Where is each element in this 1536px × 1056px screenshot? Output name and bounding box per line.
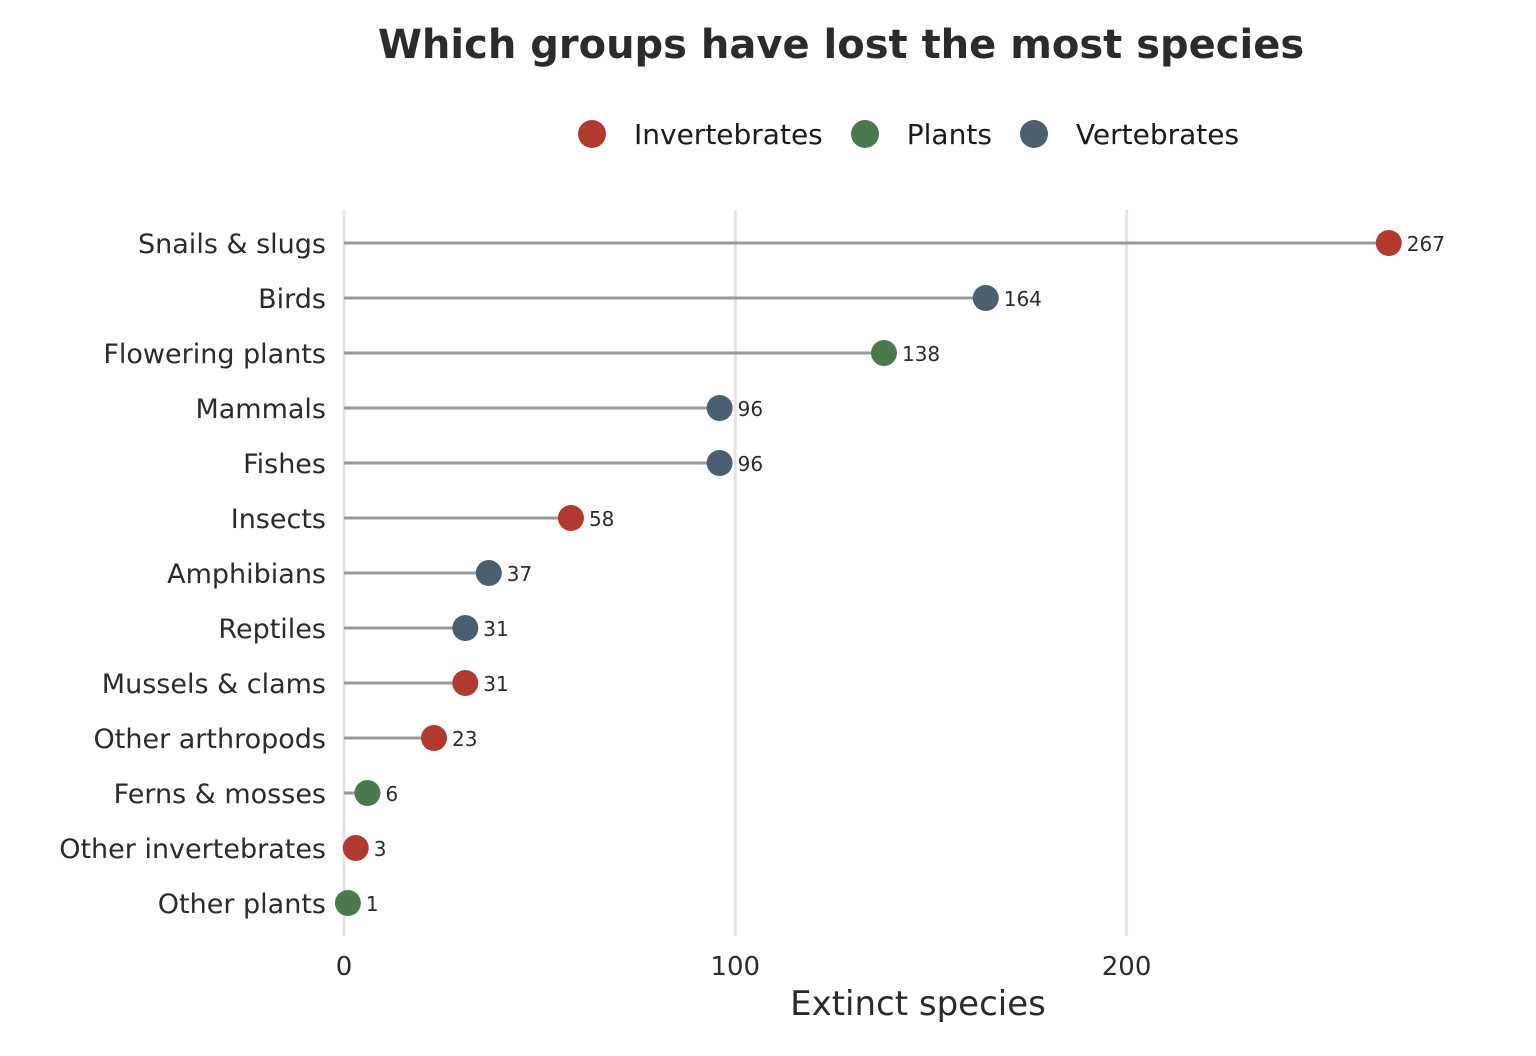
category-label-insects: Insects: [231, 504, 326, 535]
legend-swatch-invertebrates: [578, 120, 606, 148]
legend-item-vertebrates: Vertebrates: [1019, 117, 1240, 151]
value-label-amphibians: 37: [507, 562, 532, 586]
category-label-fishes: Fishes: [243, 449, 326, 480]
value-label-birds: 164: [1004, 287, 1042, 311]
value-label-other-arthropods: 23: [452, 727, 477, 751]
legend-label-plants: Plants: [906, 117, 992, 151]
category-label-reptiles: Reptiles: [218, 614, 326, 645]
category-label-snails-slugs: Snails & slugs: [138, 229, 326, 260]
point-fishes: [706, 450, 733, 476]
legend-swatch-plants: [850, 120, 879, 148]
category-label-other-plants: Other plants: [158, 889, 326, 920]
point-mammals: [706, 395, 733, 421]
point-other-plants: [334, 890, 361, 916]
point-snails-slugs: [1375, 230, 1402, 256]
x-axis-label: Extinct species: [790, 984, 1046, 1024]
point-other-invertebrates: [342, 835, 369, 861]
x-tick-label-200: 200: [1102, 952, 1152, 982]
value-label-flowering-plants: 138: [902, 342, 940, 366]
x-tick-label-100: 100: [710, 952, 760, 982]
chart-title: Which groups have lost the most species: [377, 22, 1305, 68]
point-ferns-mosses: [354, 780, 381, 806]
legend-item-invertebrates: Invertebrates: [578, 118, 823, 151]
value-label-insects: 58: [589, 507, 614, 531]
value-label-fishes: 96: [738, 452, 763, 476]
x-tick-label-0: 0: [336, 952, 353, 982]
category-label-other-invertebrates: Other invertebrates: [59, 834, 326, 865]
chart-legend: Invertebrates Plants Vertebrates: [578, 114, 1267, 154]
legend-swatch-vertebrates: [1019, 120, 1048, 148]
category-label-other-arthropods: Other arthropods: [94, 724, 326, 755]
category-label-mammals: Mammals: [195, 394, 326, 425]
legend-label-invertebrates: Invertebrates: [634, 117, 823, 151]
value-label-mussels-clams: 31: [483, 672, 508, 696]
category-label-mussels-clams: Mussels & clams: [102, 669, 326, 700]
legend-item-plants: Plants: [850, 117, 992, 151]
point-reptiles: [452, 615, 479, 641]
category-label-birds: Birds: [258, 284, 326, 315]
value-label-reptiles: 31: [483, 617, 508, 641]
category-label-amphibians: Amphibians: [167, 559, 326, 590]
value-label-other-plants: 1: [366, 892, 379, 916]
point-insects: [557, 505, 584, 531]
legend-label-vertebrates: Vertebrates: [1075, 117, 1240, 151]
point-mussels-clams: [452, 670, 479, 696]
point-other-arthropods: [420, 725, 447, 751]
value-label-ferns-mosses: 6: [385, 782, 398, 806]
value-label-other-invertebrates: 3: [374, 837, 387, 861]
point-amphibians: [475, 560, 502, 586]
point-birds: [972, 285, 999, 311]
value-label-mammals: 96: [738, 397, 763, 421]
category-label-flowering-plants: Flowering plants: [103, 339, 326, 370]
point-flowering-plants: [870, 340, 897, 366]
value-label-snails-slugs: 267: [1407, 232, 1445, 256]
category-label-ferns-mosses: Ferns & mosses: [114, 779, 326, 810]
